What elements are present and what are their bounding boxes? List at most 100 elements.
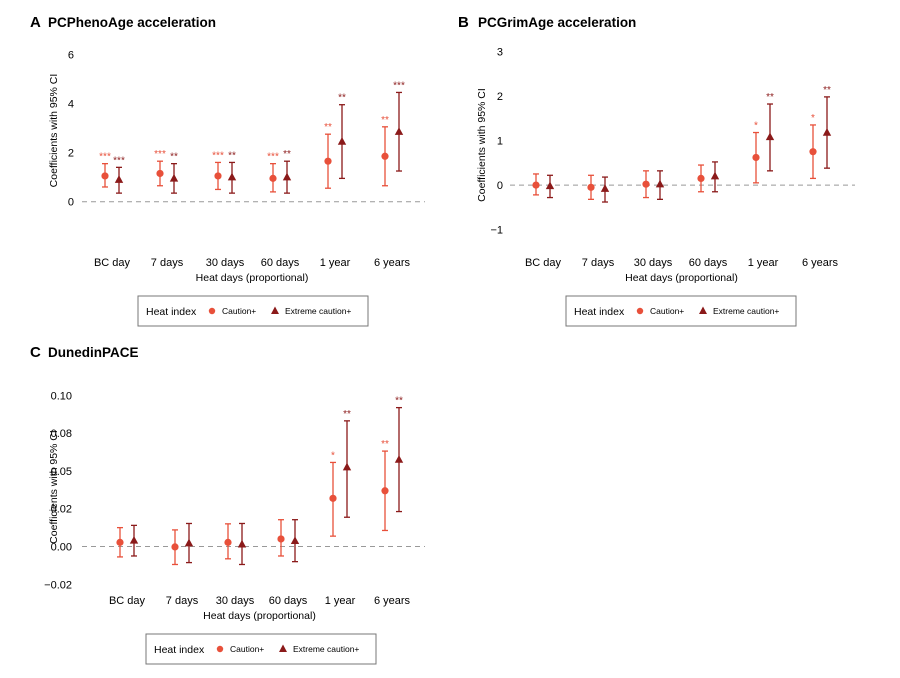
- x-axis-label: Heat days (proportional): [203, 610, 316, 622]
- caution-marker: [381, 487, 389, 495]
- x-axis-label: Heat days (proportional): [625, 272, 738, 284]
- y-axis-label: Coefficients with 95% CI: [48, 430, 60, 544]
- legend-box: [145, 633, 377, 665]
- legend-caution-marker: [636, 307, 644, 315]
- caution-marker: [329, 494, 337, 502]
- legend-caution-label: Caution+: [230, 644, 264, 654]
- significance-stars: **: [395, 396, 403, 407]
- x-tick-label: 7 days: [166, 595, 199, 607]
- x-tick-label: BC day: [94, 257, 131, 269]
- legend-extreme-marker: [699, 306, 707, 314]
- y-tick-label: 0.00: [51, 542, 72, 554]
- extreme-caution-marker: [282, 172, 292, 181]
- caution-marker: [642, 180, 650, 188]
- caution-point-group: *: [809, 113, 817, 180]
- caution-marker: [156, 169, 164, 178]
- extreme-caution-marker: [600, 184, 610, 192]
- extreme-caution-marker: [184, 538, 194, 547]
- significance-stars: *: [811, 113, 815, 124]
- caution-point-group: [116, 526, 124, 558]
- y-tick-label: 6: [68, 49, 74, 61]
- panel-c: C DunedinPACE −0.02 0.00 0.02 0.05 0.08 0.10 Coe…: [30, 344, 425, 665]
- legend: Heat index Caution+ Extreme caution+: [145, 633, 377, 665]
- significance-stars: ***: [154, 149, 166, 160]
- extreme-caution-marker: [237, 539, 247, 548]
- extreme-caution-marker: [337, 137, 347, 145]
- extreme-caution-marker: [169, 173, 179, 182]
- caution-marker: [381, 152, 389, 160]
- legend-title: Heat index: [154, 644, 205, 656]
- extreme-point-group: [290, 519, 300, 563]
- extreme-caution-marker: [394, 127, 404, 135]
- extreme-caution-marker: [822, 128, 832, 136]
- caution-point-group: ***: [99, 152, 111, 188]
- y-axis-label: Coefficients with 95% CI: [476, 88, 488, 202]
- significance-stars: **: [283, 149, 291, 160]
- x-tick-label: 30 days: [634, 257, 673, 269]
- x-tick-label: 60 days: [261, 257, 300, 269]
- panel-b: B PCGrimAge acceleration −1 0 1 2 3 Coefficient…: [458, 14, 855, 327]
- panel-letter: B: [458, 14, 469, 31]
- y-tick-label: 1: [497, 136, 503, 148]
- caution-marker: [324, 157, 332, 165]
- caution-point-group: [532, 173, 540, 196]
- caution-marker: [269, 174, 277, 182]
- legend: Heat index Caution+ Extreme caution+: [565, 295, 797, 327]
- extreme-point-group: [655, 170, 665, 200]
- extreme-point-group: **: [342, 409, 352, 518]
- caution-marker: [587, 183, 595, 191]
- x-tick-label: 1 year: [320, 257, 351, 269]
- legend-extreme-marker: [279, 644, 287, 652]
- y-tick-label: 3: [497, 46, 503, 58]
- y-tick-label: 0: [68, 197, 74, 209]
- caution-point-group: *: [752, 121, 760, 184]
- caution-point-group: [277, 519, 285, 557]
- x-tick-label: 1 year: [748, 257, 779, 269]
- significance-stars: ***: [113, 155, 125, 166]
- extreme-caution-marker: [545, 181, 555, 190]
- caution-marker: [224, 538, 232, 546]
- caution-point-group: ***: [212, 150, 224, 191]
- x-tick-label: 30 days: [216, 595, 255, 607]
- legend-box: [565, 295, 797, 327]
- y-tick-label: 0.10: [51, 390, 72, 402]
- y-tick-label: 2: [68, 148, 74, 160]
- panel-letter: C: [30, 344, 41, 361]
- extreme-point-group: ***: [393, 80, 405, 172]
- y-tick-label: 4: [68, 98, 74, 110]
- significance-stars: **: [228, 150, 236, 161]
- y-tick-label: 0.08: [51, 428, 72, 440]
- significance-stars: **: [381, 439, 389, 450]
- extreme-point-group: **: [394, 396, 404, 513]
- caution-marker: [277, 535, 285, 543]
- legend-title: Heat index: [574, 306, 625, 318]
- legend-caution-marker: [216, 645, 224, 653]
- extreme-caution-marker: [129, 535, 139, 544]
- x-tick-label: 60 days: [689, 257, 728, 269]
- caution-marker: [116, 538, 124, 546]
- x-tick-label: 7 days: [582, 257, 615, 269]
- extreme-point-group: [710, 161, 720, 193]
- legend: Heat index Caution+ Extreme caution+: [137, 295, 369, 327]
- x-tick-label: 6 years: [802, 257, 839, 269]
- panel-title: DunedinPACE: [48, 345, 139, 360]
- extreme-point-group: **: [337, 93, 347, 180]
- caution-marker: [101, 172, 109, 180]
- legend-extreme-label: Extreme caution+: [713, 306, 779, 316]
- caution-point-group: **: [324, 122, 332, 189]
- extreme-point-group: **: [169, 152, 179, 194]
- legend-title: Heat index: [146, 306, 197, 318]
- significance-stars: **: [766, 92, 774, 103]
- significance-stars: **: [381, 115, 389, 126]
- legend-extreme-label: Extreme caution+: [285, 306, 351, 316]
- extreme-point-group: **: [765, 92, 775, 172]
- extreme-caution-marker: [114, 175, 124, 183]
- significance-stars: *: [331, 450, 335, 461]
- caution-point-group: [642, 170, 650, 199]
- x-tick-label: 30 days: [206, 257, 245, 269]
- significance-stars: ***: [393, 80, 405, 91]
- legend-caution-marker: [208, 307, 216, 315]
- extreme-caution-marker: [227, 172, 237, 181]
- significance-stars: **: [338, 93, 346, 104]
